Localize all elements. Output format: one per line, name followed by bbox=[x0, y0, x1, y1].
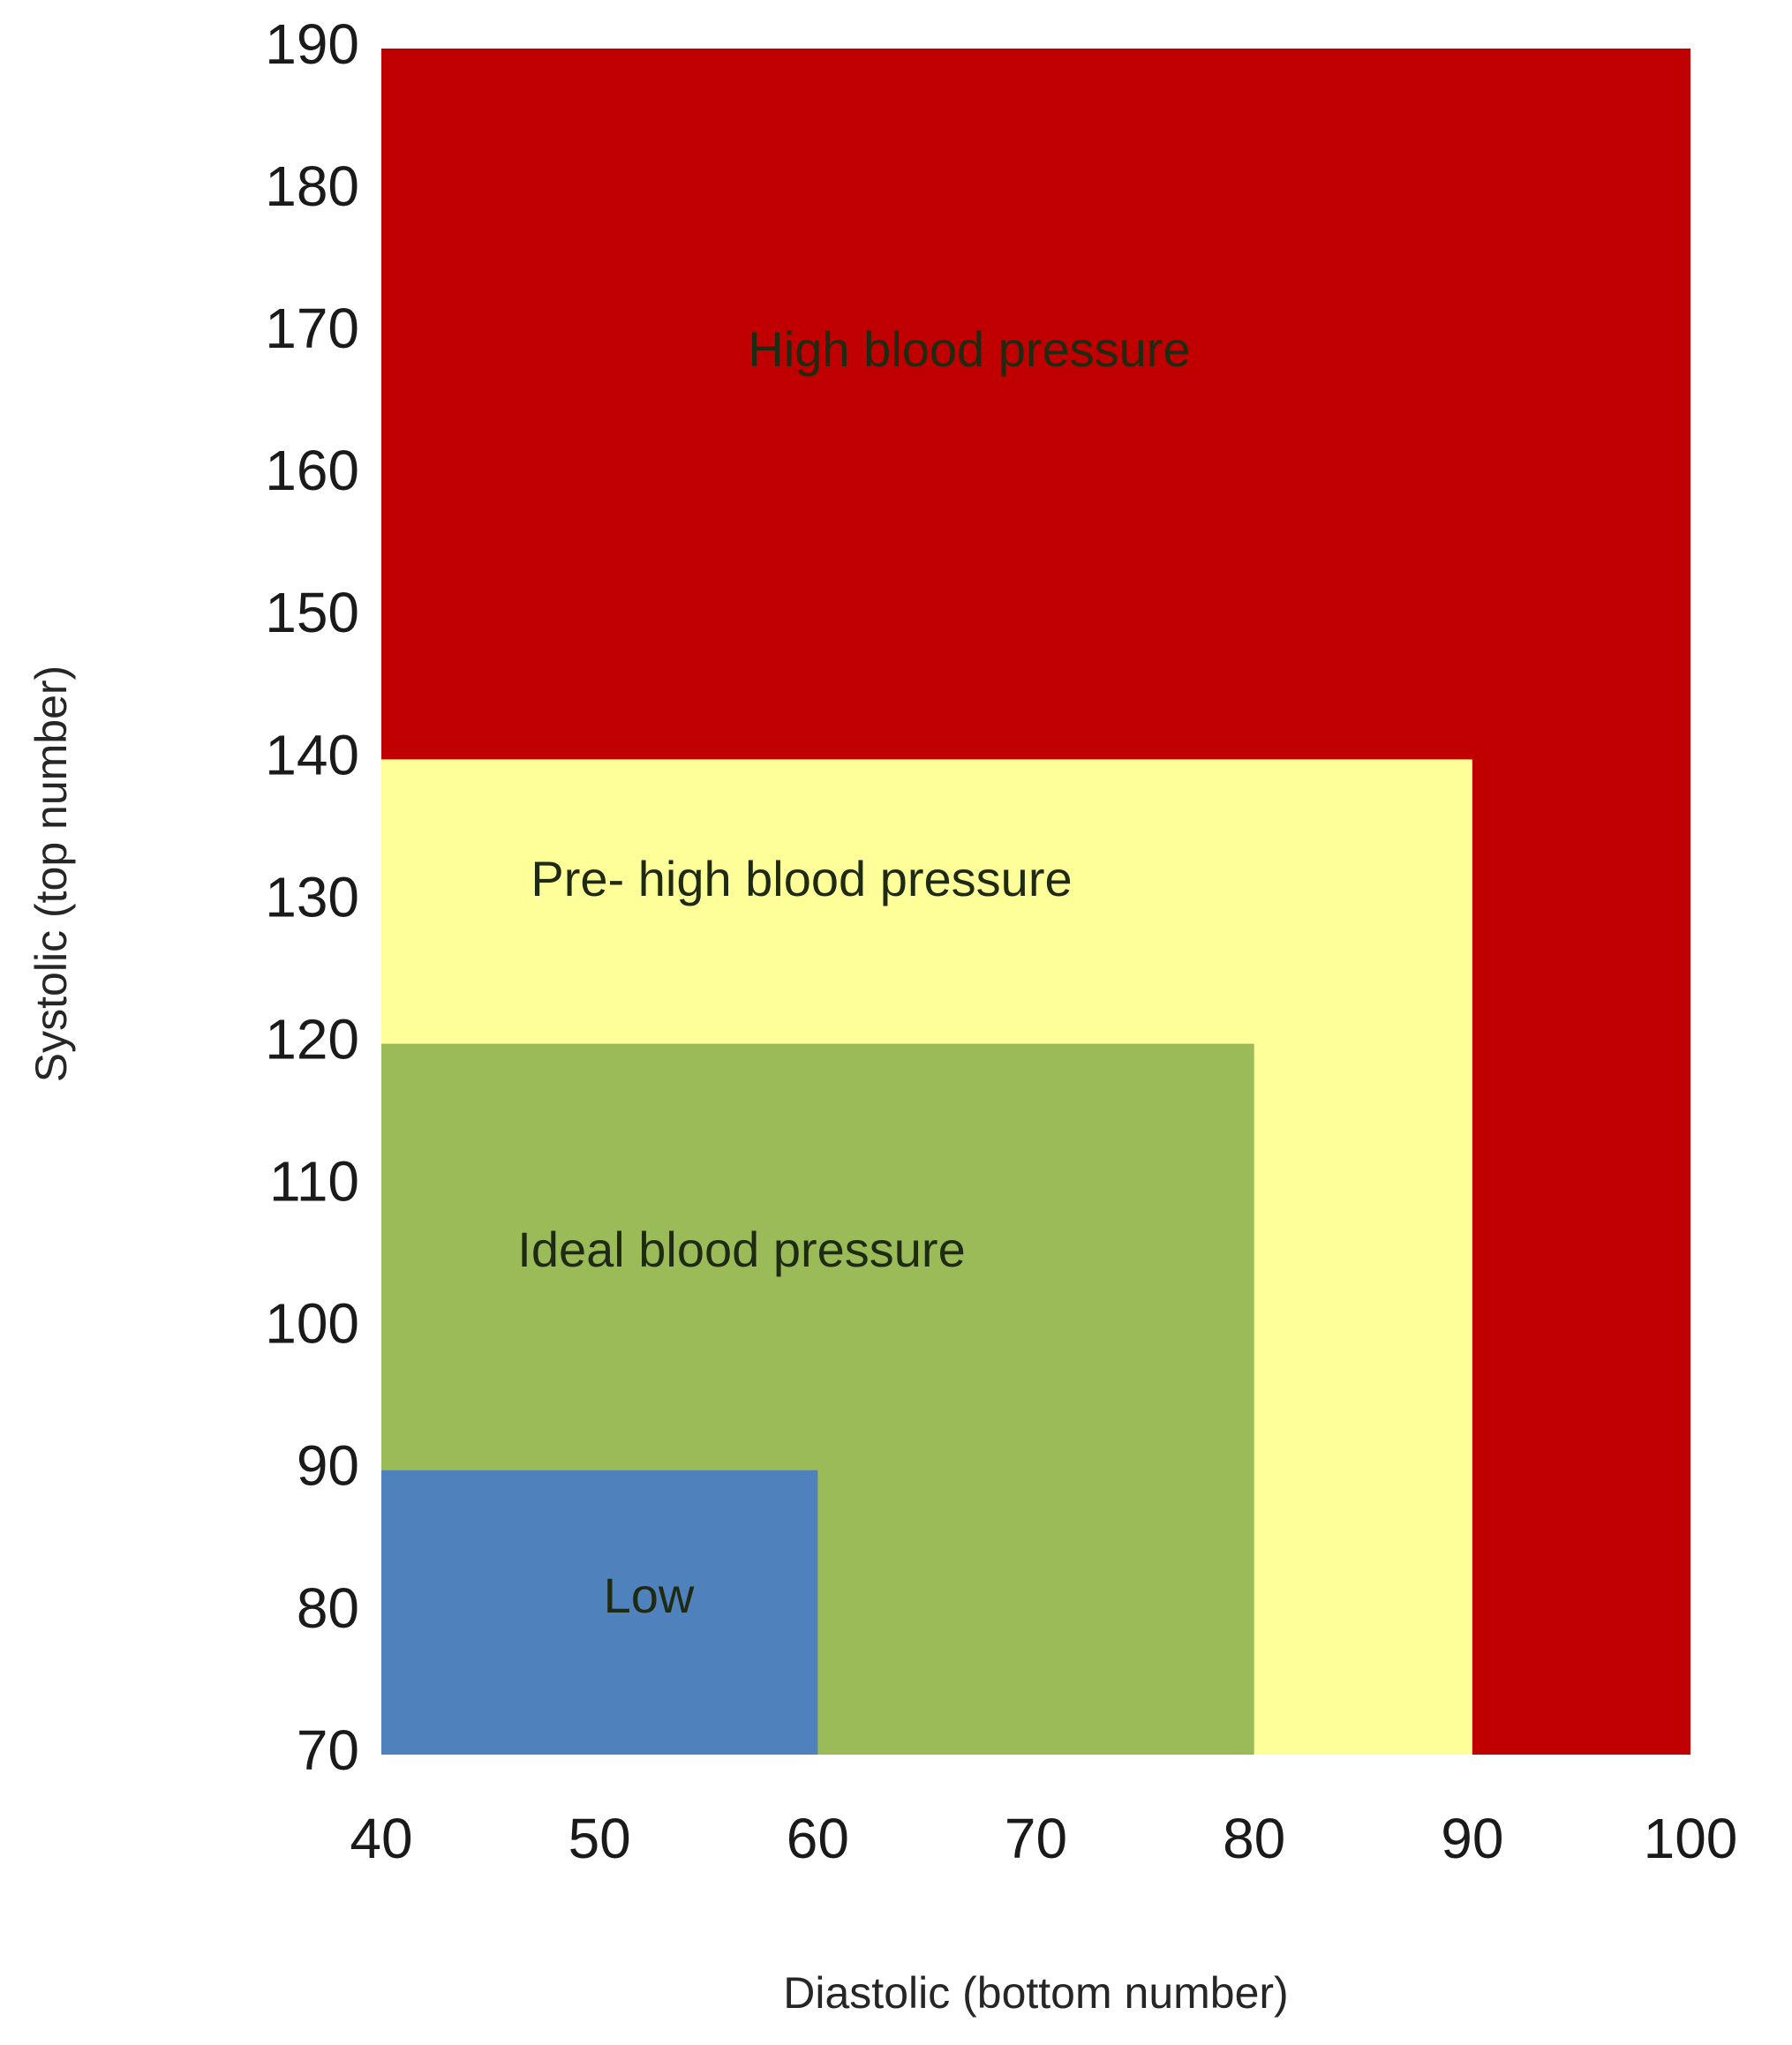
y-tick-label: 90 bbox=[297, 1434, 359, 1498]
x-tick-label: 50 bbox=[568, 1807, 631, 1870]
y-tick-label: 100 bbox=[265, 1292, 359, 1356]
y-tick-label: 160 bbox=[265, 439, 359, 502]
y-tick-label: 170 bbox=[265, 297, 359, 360]
y-tick-label: 190 bbox=[265, 12, 359, 76]
region-label-pre-high-blood-pressure: Pre- high blood pressure bbox=[531, 851, 1072, 906]
region-labels-layer: High blood pressure Pre- high blood press… bbox=[517, 321, 1190, 1623]
x-tick-label: 40 bbox=[350, 1807, 412, 1870]
y-tick-label: 140 bbox=[265, 723, 359, 786]
region-label-ideal-blood-pressure: Ideal blood pressure bbox=[517, 1222, 965, 1277]
y-axis-title: Systolic (top number) bbox=[26, 665, 76, 1082]
y-tick-label: 120 bbox=[265, 1007, 359, 1071]
y-tick-label: 130 bbox=[265, 865, 359, 929]
y-tick-label: 70 bbox=[297, 1718, 359, 1782]
y-tick-label: 110 bbox=[269, 1150, 359, 1214]
y-axis-tick-labels: 190 180 170 160 150 140 130 120 110 100 90 80 70 bbox=[265, 12, 359, 1782]
x-tick-label: 60 bbox=[787, 1807, 849, 1870]
x-axis-tick-labels: 40 50 60 70 80 90 100 bbox=[350, 1807, 1737, 1870]
x-tick-label: 70 bbox=[1005, 1807, 1067, 1870]
x-tick-label: 100 bbox=[1644, 1807, 1738, 1870]
regions-layer bbox=[381, 49, 1690, 1755]
x-tick-label: 90 bbox=[1441, 1807, 1503, 1870]
y-tick-label: 180 bbox=[265, 154, 359, 218]
y-tick-label: 80 bbox=[297, 1576, 359, 1640]
y-tick-label: 150 bbox=[265, 581, 359, 644]
x-axis-title: Diastolic (bottom number) bbox=[783, 1968, 1288, 2018]
region-label-low: Low bbox=[604, 1568, 695, 1623]
x-tick-label: 80 bbox=[1223, 1807, 1285, 1870]
region-label-high-blood-pressure: High blood pressure bbox=[748, 321, 1190, 377]
region-low bbox=[381, 1470, 818, 1755]
